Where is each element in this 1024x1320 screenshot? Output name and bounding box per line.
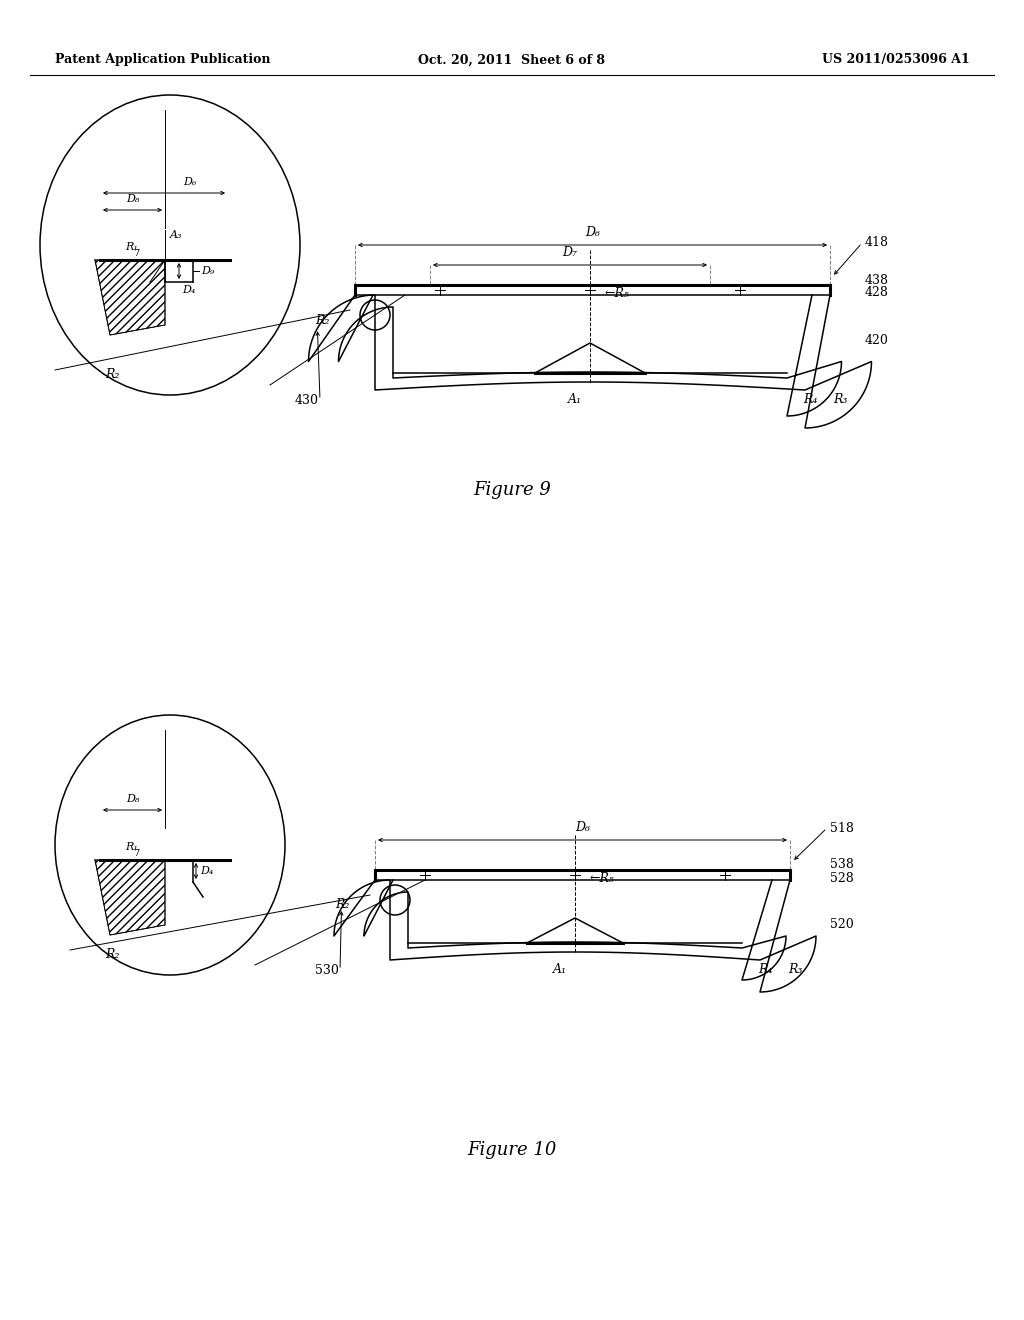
Text: A₃: A₃ [170, 230, 182, 240]
Text: R₄: R₄ [758, 964, 772, 975]
Text: D₈: D₈ [126, 795, 139, 804]
Text: D₆: D₆ [585, 226, 600, 239]
Text: 538: 538 [830, 858, 854, 871]
Text: D₆: D₆ [575, 821, 590, 834]
Text: 418: 418 [865, 236, 889, 249]
Text: D₆: D₆ [183, 177, 197, 187]
Text: Figure 10: Figure 10 [467, 1140, 557, 1159]
Text: D₈: D₈ [126, 194, 139, 205]
Text: R₃: R₃ [833, 393, 847, 407]
Text: 420: 420 [865, 334, 889, 346]
Text: D₉: D₉ [201, 267, 214, 276]
Text: 428: 428 [865, 286, 889, 300]
Text: 438: 438 [865, 273, 889, 286]
Text: Oct. 20, 2011  Sheet 6 of 8: Oct. 20, 2011 Sheet 6 of 8 [419, 54, 605, 66]
Text: R₁: R₁ [125, 842, 138, 851]
Text: D₇: D₇ [562, 246, 578, 259]
Text: 7: 7 [133, 249, 139, 257]
Text: ←R₅: ←R₅ [605, 286, 630, 300]
Text: R₂: R₂ [105, 949, 120, 961]
Text: R₃: R₃ [787, 964, 802, 975]
Text: R₂: R₂ [105, 368, 120, 381]
Text: 518: 518 [830, 821, 854, 834]
Text: A₁: A₁ [568, 393, 582, 407]
Text: R₂: R₂ [315, 314, 330, 326]
Text: 7: 7 [133, 849, 139, 858]
Text: Figure 9: Figure 9 [473, 480, 551, 499]
Text: 530: 530 [315, 964, 339, 977]
Text: D₄: D₄ [200, 866, 213, 876]
Text: 430: 430 [295, 393, 319, 407]
Text: A₁: A₁ [553, 964, 567, 975]
Text: Patent Application Publication: Patent Application Publication [55, 54, 270, 66]
Text: ←R₅: ←R₅ [590, 873, 614, 884]
Text: 520: 520 [830, 919, 854, 932]
Text: R₂: R₂ [336, 899, 350, 912]
Text: 528: 528 [830, 871, 854, 884]
Text: US 2011/0253096 A1: US 2011/0253096 A1 [822, 54, 970, 66]
Text: D₄: D₄ [182, 285, 196, 294]
Text: R₄: R₄ [803, 393, 817, 407]
Text: R₁: R₁ [125, 242, 138, 252]
